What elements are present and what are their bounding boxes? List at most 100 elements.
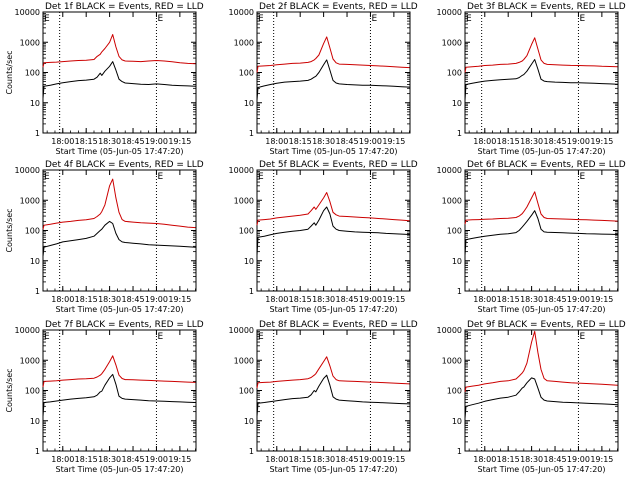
x-tick-label: 18:15	[289, 455, 312, 464]
x-tick-label: 19:00	[145, 455, 168, 464]
y-tick-label: 10	[30, 417, 40, 426]
x-tick-label: 18:00	[51, 295, 74, 304]
x-tick-label: 19:00	[145, 137, 168, 146]
x-tick-label: 18:45	[121, 295, 144, 304]
plot-frame	[42, 329, 197, 452]
y-tick-label: 10	[244, 257, 254, 266]
marker-label: E	[466, 332, 472, 342]
y-tick-label: 100	[239, 69, 254, 78]
y-tick-label: 10	[244, 417, 254, 426]
chart-title: Det 4f BLACK = Events, RED = LLD	[45, 160, 204, 170]
x-tick-label: 19:00	[567, 455, 590, 464]
chart-title: Det 8f BLACK = Events, RED = LLD	[259, 320, 418, 330]
x-tick-label: 19:15	[382, 455, 405, 464]
y-tick-label: 1000	[234, 38, 254, 47]
y-tick-label: 10000	[229, 8, 254, 17]
x-tick-label: 18:00	[473, 455, 496, 464]
x-tick-label: 18:15	[497, 455, 520, 464]
y-tick-label: 1	[457, 129, 462, 138]
y-tick-label: 100	[447, 69, 462, 78]
plot-frame	[256, 11, 411, 134]
x-tick-label: 18:30	[520, 455, 543, 464]
x-tick-label: 18:15	[497, 295, 520, 304]
chart-panel-7: Det 7f BLACK = Events, RED = LLD 1 10 100 10…	[5, 320, 204, 474]
y-tick-label: 1000	[442, 38, 462, 47]
marker-label: E	[157, 14, 163, 24]
plot-frame	[464, 169, 619, 292]
x-tick-label: 18:00	[265, 455, 288, 464]
x-tick-label: 18:45	[335, 295, 358, 304]
y-tick-label: 10000	[15, 8, 40, 17]
x-tick-label: 18:00	[265, 295, 288, 304]
chart-panel-6: Det 6f BLACK = Events, RED = LLD 1 10 100 10…	[437, 160, 626, 314]
plot-frame	[464, 11, 619, 134]
y-tick-label: 1000	[234, 356, 254, 365]
series-line-lld	[42, 34, 196, 68]
x-tick-label: 18:30	[312, 455, 335, 464]
chart-title: Det 1f BLACK = Events, RED = LLD	[45, 2, 204, 12]
x-tick-label: 18:00	[473, 137, 496, 146]
marker-label: E	[157, 332, 163, 342]
marker-label: E	[44, 14, 50, 24]
marker-label: E	[371, 14, 377, 24]
y-tick-label: 100	[447, 227, 462, 236]
x-axis-label: Start Time (05-Jun-05 17:47:20)	[478, 305, 606, 314]
series-line-events	[464, 377, 618, 419]
y-tick-label: 1	[249, 129, 254, 138]
x-axis-label: Start Time (05-Jun-05 17:47:20)	[478, 147, 606, 156]
x-axis-label: Start Time (05-Jun-05 17:47:20)	[56, 147, 184, 156]
marker-label: E	[466, 14, 472, 24]
y-tick-label: 1	[249, 287, 254, 296]
y-tick-label: 1000	[442, 196, 462, 205]
series-line-events	[464, 59, 618, 101]
chart-title: Det 9f BLACK = Events, RED = LLD	[467, 320, 626, 330]
x-tick-label: 19:00	[359, 455, 382, 464]
x-tick-label: 18:30	[98, 295, 121, 304]
y-tick-label: 10000	[229, 326, 254, 335]
chart-title: Det 3f BLACK = Events, RED = LLD	[467, 2, 626, 12]
x-tick-label: 18:45	[121, 455, 144, 464]
series-line-lld	[256, 356, 410, 389]
chart-panel-1: Det 1f BLACK = Events, RED = LLD 1 10 100 10…	[5, 2, 204, 156]
x-tick-label: 18:15	[289, 137, 312, 146]
x-tick-label: 18:45	[543, 455, 566, 464]
x-tick-label: 19:15	[168, 137, 191, 146]
y-tick-label: 1000	[20, 38, 40, 47]
x-tick-label: 19:15	[382, 295, 405, 304]
x-tick-label: 19:00	[145, 295, 168, 304]
y-tick-label: 1	[457, 447, 462, 456]
y-tick-label: 10	[30, 257, 40, 266]
y-tick-label: 10000	[15, 326, 40, 335]
chart-panel-5: Det 5f BLACK = Events, RED = LLD 1 10 100 10…	[229, 160, 418, 314]
x-tick-label: 19:15	[590, 455, 613, 464]
marker-label: E	[157, 172, 163, 182]
series-line-events	[42, 220, 196, 257]
y-tick-label: 10000	[437, 166, 462, 175]
series-line-lld	[42, 355, 196, 388]
y-tick-label: 10000	[437, 326, 462, 335]
y-tick-label: 10	[30, 99, 40, 108]
x-tick-label: 18:00	[265, 137, 288, 146]
y-tick-label: 10000	[15, 166, 40, 175]
x-tick-label: 19:00	[359, 295, 382, 304]
chart-title: Det 6f BLACK = Events, RED = LLD	[467, 160, 626, 170]
x-tick-label: 18:45	[543, 295, 566, 304]
x-tick-label: 18:30	[520, 295, 543, 304]
x-tick-label: 18:45	[335, 455, 358, 464]
series-line-events	[464, 210, 618, 256]
series-line-lld	[256, 36, 410, 73]
y-tick-label: 1	[35, 129, 40, 138]
plot-frame	[42, 169, 197, 292]
x-tick-label: 19:15	[168, 455, 191, 464]
x-tick-label: 19:15	[382, 137, 405, 146]
series-line-lld	[256, 192, 410, 226]
plot-frame	[464, 329, 619, 452]
y-tick-label: 1000	[20, 356, 40, 365]
y-tick-label: 10	[452, 257, 462, 266]
x-tick-label: 19:00	[567, 295, 590, 304]
series-line-events	[256, 374, 410, 417]
y-tick-label: 1	[35, 287, 40, 296]
series-line-lld	[464, 37, 618, 73]
chart-title: Det 2f BLACK = Events, RED = LLD	[259, 2, 418, 12]
